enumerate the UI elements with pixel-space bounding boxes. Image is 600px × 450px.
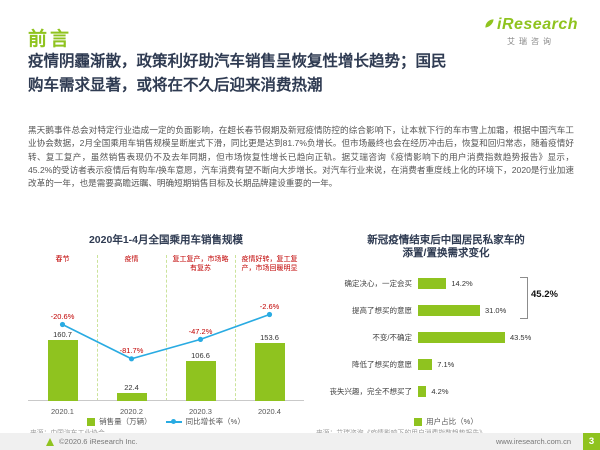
footer-bar: ©2020.6 iResearch Inc. www.iresearch.com…	[0, 433, 600, 450]
annotation: 疫情	[124, 256, 139, 264]
bar-column: 160.7	[28, 330, 97, 402]
category-label: 提高了想买的意愿	[352, 306, 412, 315]
legend-bar-label: 用户占比（%）	[426, 417, 478, 426]
bar-swatch-icon	[87, 417, 96, 426]
bar-value-label: 106.6	[191, 350, 210, 360]
body-paragraph: 黑天鹅事件总会对特定行业造成一定的负面影响，在超长春节假期及新冠疫情防控的综合影…	[28, 125, 574, 189]
chart-right-title: 新冠疫情结束后中国居民私家车的 添置/置换需求变化	[314, 234, 578, 260]
line-point-label: -81.7%	[119, 345, 144, 355]
hbar-rows: 确定决心，一定会买 14.2% 提高了想买的意愿 31.0% 不变/不确定 43…	[314, 270, 578, 405]
category-label: 丧失兴趣，完全不想买了	[329, 387, 413, 396]
line-point-label: -20.6%	[50, 311, 75, 321]
bar	[47, 340, 78, 402]
hbar-row: 不变/不确定 43.5%	[314, 324, 578, 351]
line-marker-icon	[165, 419, 182, 424]
iresearch-logo: iResearch 艾瑞咨询	[484, 16, 578, 47]
chart-right-title-line2: 添置/置换需求变化	[402, 247, 490, 260]
bar-column: 22.4	[97, 383, 166, 402]
annotation: 疫情好转，复工复产，市场回暖明显	[241, 256, 298, 273]
bar-value-label: 153.6	[260, 332, 279, 342]
bar-series: 160.7 22.4 106.6 153.6	[28, 330, 304, 402]
logo-brand-text: iResearch	[497, 16, 578, 33]
hbar-row: 提高了想买的意愿 31.0%	[314, 297, 578, 324]
page-title: 疫情阴霾渐散，政策利好助汽车销售呈恢复性增长趋势；国民 购车需求显著，或将在不久…	[28, 50, 576, 98]
bar	[254, 342, 285, 402]
line-point-label: -2.6%	[259, 301, 280, 311]
hbar	[418, 359, 433, 370]
chart-purchase-intent: 新冠疫情结束后中国居民私家车的 添置/置换需求变化 确定决心，一定会买 14.2…	[314, 234, 578, 437]
value-label: 14.2%	[451, 279, 473, 288]
x-tick: 2020.1	[51, 407, 74, 417]
bar	[116, 392, 147, 402]
bar-column: 153.6	[235, 332, 304, 402]
logo-brand-cn: 艾瑞咨询	[507, 37, 555, 46]
page-title-line2: 购车需求显著，或将在不久后迎来消费热潮	[28, 77, 323, 95]
leaf-icon	[484, 16, 495, 34]
hbar-row: 确定决心，一定会买 14.2%	[314, 270, 578, 297]
value-label: 31.0%	[485, 306, 507, 315]
category-label: 不变/不确定	[372, 333, 412, 342]
value-label: 43.5%	[510, 333, 532, 342]
legend-bar-item: 用户占比（%）	[414, 416, 478, 427]
annotation: 复工复产，市场略有复苏	[172, 256, 229, 273]
hbar	[418, 278, 447, 289]
chart-sales-volume: 2020年1-4月全国乘用车销售规模 春节 疫情 复工复产，市场略有复苏 疫情好…	[28, 234, 304, 437]
chart-right-legend: 用户占比（%）	[314, 416, 578, 427]
bar-value-label: 22.4	[124, 382, 139, 392]
bar-column: 106.6	[166, 351, 235, 402]
category-label: 确定决心，一定会买	[344, 279, 413, 288]
legend-bar-label: 销售量（万辆）	[99, 417, 152, 426]
bar-swatch-icon	[414, 417, 423, 426]
chart-left-legend: 销售量（万辆） 同比增长率（%）	[28, 416, 304, 427]
x-tick: 2020.4	[258, 407, 281, 417]
copyright-text: ©2020.6 iResearch Inc.	[59, 437, 138, 446]
x-axis-line	[28, 400, 304, 402]
value-label: 4.2%	[431, 387, 449, 396]
iresearch-footer-logo-icon	[46, 437, 54, 446]
line-point-label: -47.2%	[188, 326, 213, 336]
page-title-line1: 疫情阴霾渐散，政策利好助汽车销售呈恢复性增长趋势；国民	[28, 53, 447, 70]
hbar-row: 丧失兴趣，完全不想买了 4.2%	[314, 378, 578, 405]
bar	[185, 360, 216, 402]
hbar	[418, 332, 505, 343]
bar-value-label: 160.7	[53, 330, 72, 340]
hbar	[418, 305, 480, 316]
legend-line-item: 同比增长率（%）	[165, 416, 245, 427]
x-tick: 2020.2	[120, 407, 143, 417]
chart-left-title: 2020年1-4月全国乘用车销售规模	[88, 234, 244, 246]
annotation: 春节	[55, 256, 70, 264]
hbar-row: 降低了想买的意愿 7.1%	[314, 351, 578, 378]
chart-right-title-line1: 新冠疫情结束后中国居民私家车的	[367, 234, 525, 246]
value-label: 7.1%	[437, 360, 455, 369]
footer-url-link[interactable]: www.iresearch.com.cn	[495, 437, 571, 446]
bracket-icon	[520, 277, 528, 319]
chart-left-plot: 春节 疫情 复工复产，市场略有复苏 疫情好转，复工复产，市场回暖明显 160.7…	[28, 253, 304, 417]
legend-bar-item: 销售量（万辆）	[87, 416, 152, 427]
x-axis-labels: 2020.1 2020.2 2020.3 2020.4	[28, 407, 304, 416]
hbar	[418, 386, 427, 397]
bracket-total-label: 45.2%	[531, 289, 558, 300]
x-tick: 2020.3	[189, 407, 212, 417]
legend-line-label: 同比增长率（%）	[185, 417, 245, 426]
page-number-badge: 3	[583, 433, 600, 450]
annotation-row: 春节 疫情 复工复产，市场略有复苏 疫情好转，复工复产，市场回暖明显	[28, 255, 304, 273]
category-label: 降低了想买的意愿	[352, 360, 412, 369]
section-label: 前言	[28, 29, 73, 50]
